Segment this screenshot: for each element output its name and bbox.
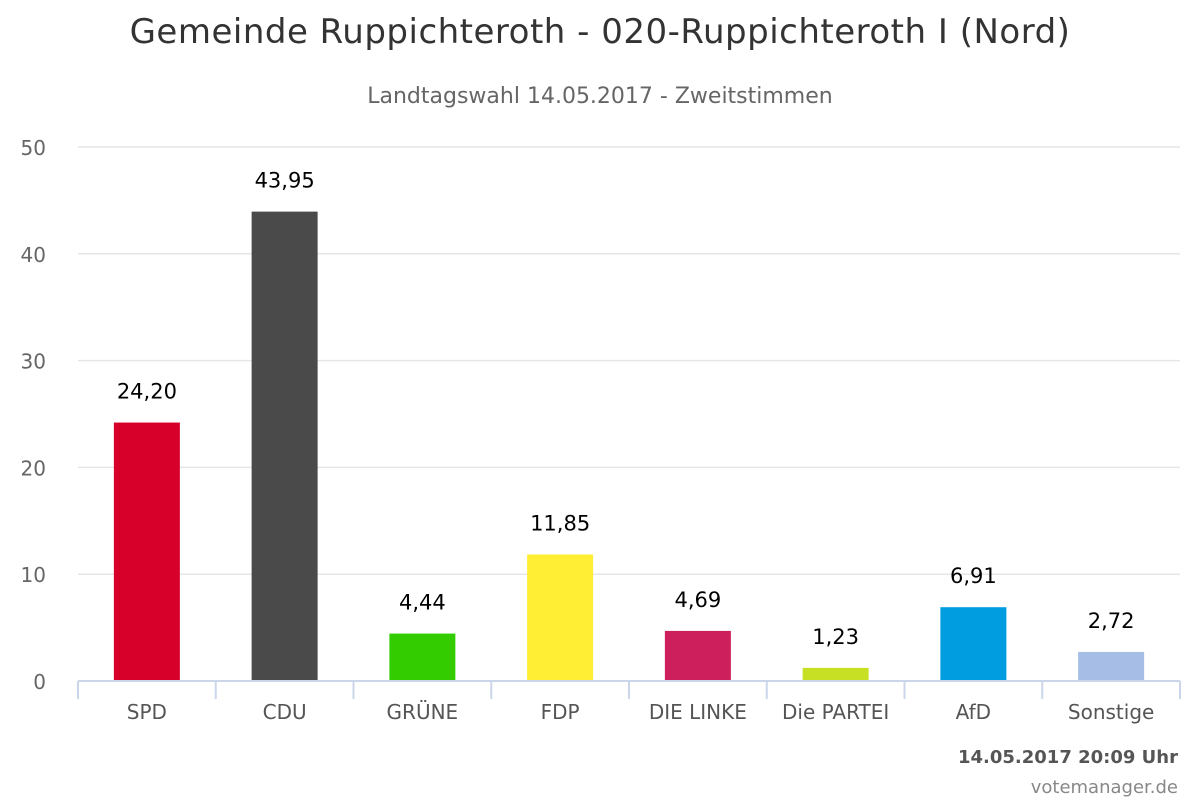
bar-die-partei xyxy=(802,667,869,681)
value-labels: 24,20 43,95 4,44 11,85 4,69 1,23 6,91 2,72 xyxy=(117,169,1135,649)
x-tick-label: SPD xyxy=(127,700,167,724)
bar-spd xyxy=(113,422,180,681)
y-axis-ticks: 0 10 20 30 40 50 xyxy=(21,136,46,694)
x-tick-label: FDP xyxy=(541,700,580,724)
data-label: 11,85 xyxy=(530,511,590,535)
bar-afd xyxy=(940,607,1007,681)
x-tick-label: GRÜNE xyxy=(387,700,459,724)
bar-sonstige xyxy=(1078,651,1145,681)
y-tick-label: 10 xyxy=(21,563,46,587)
credit-link[interactable]: votemanager.de xyxy=(1030,777,1178,798)
x-tick-label: Sonstige xyxy=(1068,700,1154,724)
data-label: 4,69 xyxy=(674,588,721,612)
bar-fdp xyxy=(527,554,594,681)
data-label: 4,44 xyxy=(399,591,446,615)
chart-title: Gemeinde Ruppichteroth - 020-Ruppichtero… xyxy=(129,12,1071,52)
data-label: 2,72 xyxy=(1088,609,1135,633)
x-tick-label: CDU xyxy=(263,700,307,724)
y-tick-label: 20 xyxy=(21,456,46,480)
x-tick-label: Die PARTEI xyxy=(782,700,889,724)
chart-subtitle: Landtagswahl 14.05.2017 - Zweitstimmen xyxy=(367,84,833,109)
data-label: 1,23 xyxy=(812,625,859,649)
data-label: 24,20 xyxy=(117,380,177,404)
x-tick-label: AfD xyxy=(956,700,991,724)
data-label: 6,91 xyxy=(950,564,997,588)
y-tick-label: 0 xyxy=(33,670,46,694)
y-tick-label: 50 xyxy=(21,136,46,160)
grid-lines xyxy=(78,146,1180,575)
bars xyxy=(113,211,1145,681)
bar-grüne xyxy=(389,633,456,681)
data-label: 43,95 xyxy=(255,169,315,193)
timestamp: 14.05.2017 20:09 Uhr xyxy=(957,747,1178,768)
x-tick-label: DIE LINKE xyxy=(649,700,747,724)
x-axis: SPD CDU GRÜNE FDP DIE LINKE Die PARTEI AfD Sons… xyxy=(77,680,1181,724)
bar-cdu xyxy=(251,211,318,681)
y-tick-label: 30 xyxy=(21,350,46,374)
y-tick-label: 40 xyxy=(21,243,46,267)
bar-die-linke xyxy=(664,630,731,681)
